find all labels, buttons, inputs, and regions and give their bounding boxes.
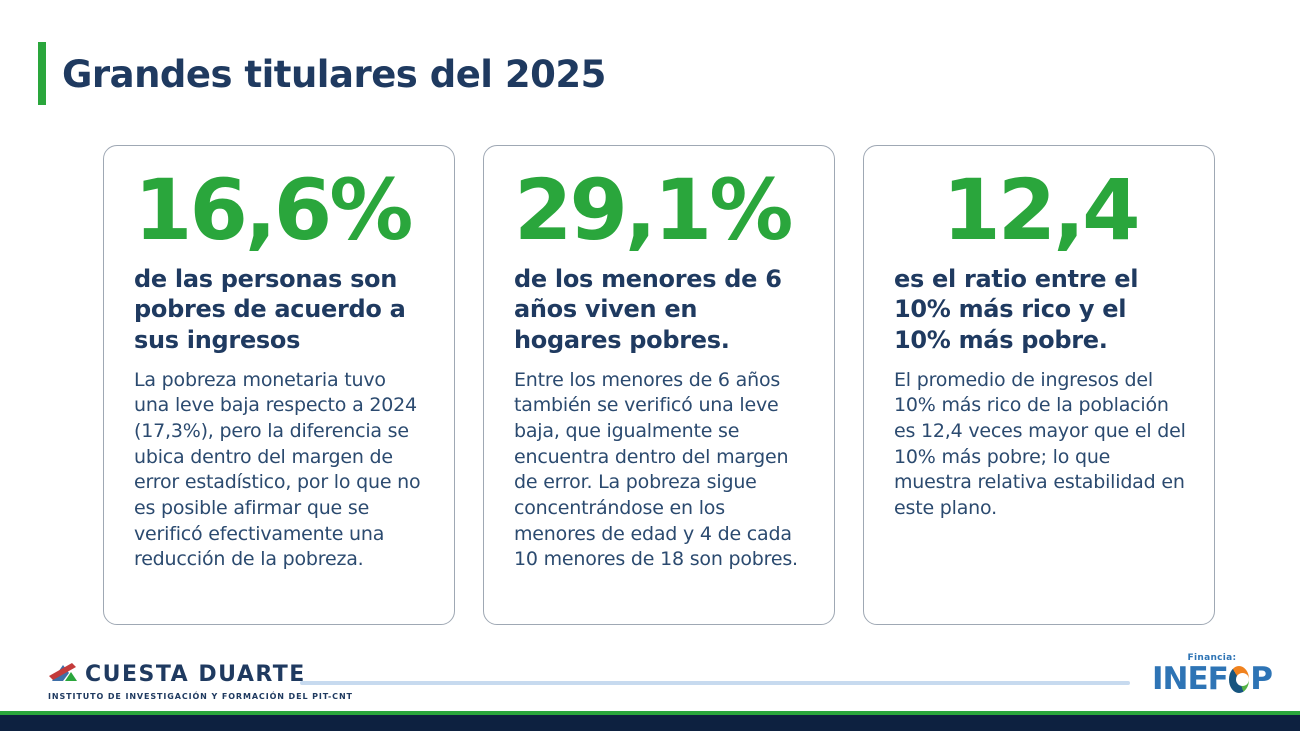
inefop-o-icon — [1228, 666, 1250, 693]
stat-card-child-poverty: 29,1% de los menores de 6 años viven en … — [483, 145, 835, 625]
stat-body: La pobreza monetaria tuvo una leve baja … — [134, 368, 421, 571]
bottom-navy-bar — [0, 715, 1300, 731]
org-name: CUESTA DUARTE — [85, 661, 306, 687]
stat-heading: de los menores de 6 años viven en hogare… — [514, 264, 782, 355]
sponsor-label: Financia: — [1187, 653, 1237, 663]
stat-value: 12,4 — [942, 161, 1140, 259]
bottom-green-line — [0, 711, 1300, 715]
stat-value: 29,1% — [514, 161, 793, 259]
inefop-wordmark: INEF P — [1152, 661, 1273, 697]
stat-card-poverty-rate: 16,6% de las personas son pobres de acue… — [103, 145, 455, 625]
stat-value: 16,6% — [134, 161, 413, 259]
inefop-text-right: P — [1250, 661, 1273, 697]
footer-divider — [300, 681, 1130, 685]
stat-body: El promedio de ingresos del 10% más rico… — [894, 368, 1186, 520]
org-tagline: INSTITUTO DE INVESTIGACIÓN Y FORMACIÓN D… — [48, 692, 353, 701]
cuesta-duarte-logo-icon — [48, 660, 80, 688]
cuesta-duarte-logo: CUESTA DUARTE INSTITUTO DE INVESTIGACIÓN… — [48, 660, 353, 702]
inefop-text-left: INEF — [1152, 661, 1229, 697]
stat-heading: es el ratio entre el 10% más rico y el 1… — [894, 264, 1139, 355]
stat-heading: de las personas son pobres de acuerdo a … — [134, 264, 406, 355]
stat-card-income-ratio: 12,4 es el ratio entre el 10% más rico y… — [863, 145, 1215, 625]
inefop-logo: Financia: INEF P — [1152, 653, 1273, 697]
stat-cards: 16,6% de las personas son pobres de acue… — [103, 145, 1215, 625]
page-title: Grandes titulares del 2025 — [62, 53, 606, 96]
stat-body: Entre los menores de 6 años también se v… — [514, 368, 798, 571]
title-block: Grandes titulares del 2025 — [38, 42, 606, 105]
title-accent-bar — [38, 42, 46, 105]
